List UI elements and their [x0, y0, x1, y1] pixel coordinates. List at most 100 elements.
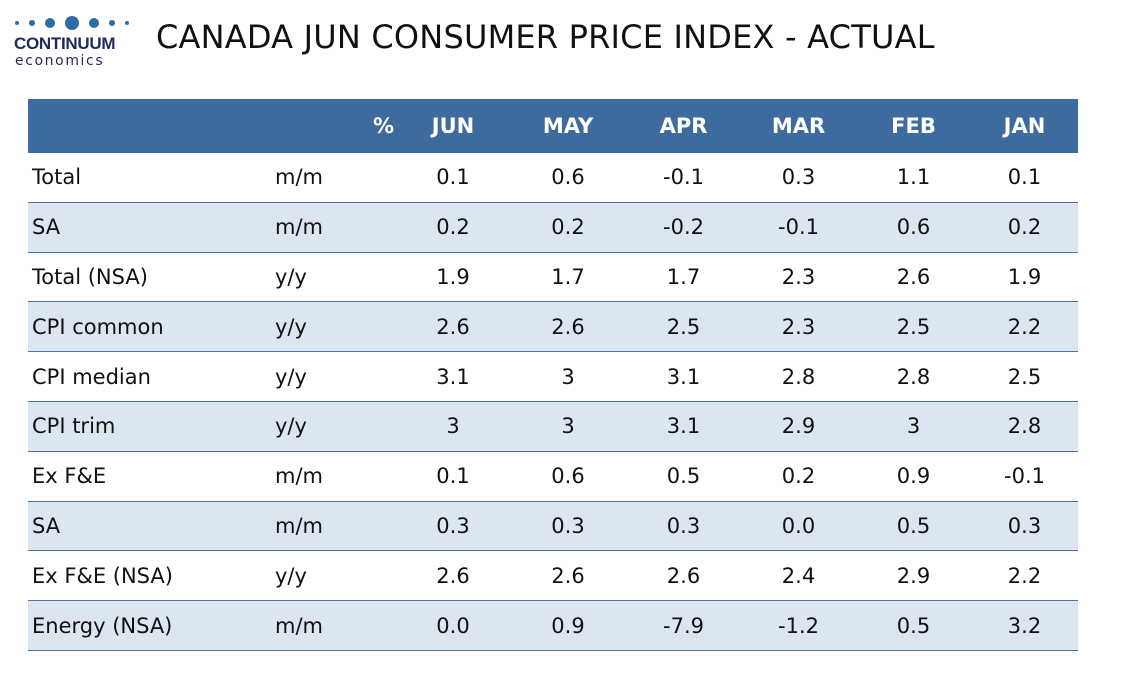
value-cell: 0.0	[741, 501, 856, 552]
row-label: Total	[28, 153, 273, 203]
value-cell: 2.2	[971, 550, 1078, 602]
row-unit: y/y	[273, 252, 396, 303]
row-label: Energy (NSA)	[28, 600, 273, 651]
row-unit: y/y	[273, 351, 396, 402]
row-unit: m/m	[273, 501, 396, 552]
value-cell: 2.6	[626, 550, 741, 602]
value-cell: 2.6	[396, 301, 510, 353]
value-cell: 3.1	[626, 401, 741, 452]
column-header-may: MAY	[510, 99, 626, 153]
logo-dot	[125, 21, 129, 25]
row-label: CPI trim	[28, 401, 273, 452]
value-cell: 0.2	[510, 202, 626, 253]
value-cell: 2.5	[626, 301, 741, 353]
value-cell: 0.3	[971, 501, 1078, 552]
row-unit: m/m	[273, 600, 396, 651]
value-cell: -0.1	[971, 451, 1078, 502]
value-cell: 0.9	[856, 451, 971, 502]
value-cell: 0.1	[971, 153, 1078, 203]
value-cell: 0.3	[626, 501, 741, 552]
value-cell: 0.0	[396, 600, 510, 651]
value-cell: 0.6	[510, 451, 626, 502]
table-body: Total m/m 0.1 0.6 -0.1 0.3 1.1 0.1 SA m/m 0.2 0.2 -0…	[28, 153, 1078, 651]
value-cell: 1.9	[396, 252, 510, 303]
cpi-table: % JUN MAY APR MAR FEB JAN Total m/m 0.1 0.6 -0.1 0.…	[28, 99, 1078, 651]
row-label: Ex F&E	[28, 451, 273, 502]
value-cell: 2.6	[510, 301, 626, 353]
table-row: CPI trim y/y 3 3 3.1 2.9 3 2.8	[28, 401, 1078, 452]
value-cell: 0.5	[626, 451, 741, 502]
table-row: Energy (NSA) m/m 0.0 0.9 -7.9 -1.2 0.5 3.2	[28, 600, 1078, 651]
column-header-jun: JUN	[396, 99, 510, 153]
value-cell: -0.2	[626, 202, 741, 253]
value-cell: 2.5	[971, 351, 1078, 402]
column-header-apr: APR	[626, 99, 741, 153]
row-unit: y/y	[273, 301, 396, 353]
table-row: SA m/m 0.2 0.2 -0.2 -0.1 0.6 0.2	[28, 202, 1078, 253]
value-cell: 0.1	[396, 153, 510, 203]
row-unit: y/y	[273, 401, 396, 452]
logo-subtitle: economics	[15, 53, 105, 69]
value-cell: 2.2	[971, 301, 1078, 353]
table-row: Ex F&E m/m 0.1 0.6 0.5 0.2 0.9 -0.1	[28, 451, 1078, 502]
row-label: SA	[28, 202, 273, 253]
value-cell: 0.1	[396, 451, 510, 502]
value-cell: 3.2	[971, 600, 1078, 651]
column-header-unit: %	[273, 99, 396, 153]
row-unit: m/m	[273, 153, 396, 203]
value-cell: 0.2	[971, 202, 1078, 253]
logo-dot	[109, 20, 115, 26]
value-cell: 2.3	[741, 252, 856, 303]
value-cell: 0.6	[510, 153, 626, 203]
value-cell: 2.4	[741, 550, 856, 602]
logo-name: CONTINUUM	[14, 34, 116, 53]
row-unit: m/m	[273, 451, 396, 502]
page-title: CANADA JUN CONSUMER PRICE INDEX - ACTUAL	[156, 18, 935, 56]
value-cell: 2.3	[741, 301, 856, 353]
column-header-jan: JAN	[971, 99, 1078, 153]
value-cell: -1.2	[741, 600, 856, 651]
value-cell: 2.8	[971, 401, 1078, 452]
value-cell: 1.7	[510, 252, 626, 303]
logo-dot	[29, 20, 35, 26]
logo-dots	[14, 14, 130, 32]
value-cell: 0.5	[856, 600, 971, 651]
value-cell: -7.9	[626, 600, 741, 651]
value-cell: 0.2	[396, 202, 510, 253]
table-row: CPI median y/y 3.1 3 3.1 2.8 2.8 2.5	[28, 351, 1078, 402]
column-header-feb: FEB	[856, 99, 971, 153]
value-cell: 1.1	[856, 153, 971, 203]
value-cell: 2.8	[856, 351, 971, 402]
value-cell: 2.6	[510, 550, 626, 602]
value-cell: 3	[396, 401, 510, 452]
value-cell: 3	[510, 351, 626, 402]
row-label: Total (NSA)	[28, 252, 273, 303]
table-header-row: % JUN MAY APR MAR FEB JAN	[28, 99, 1078, 153]
logo: CONTINUUM economics	[14, 14, 134, 76]
value-cell: 3.1	[626, 351, 741, 402]
logo-dot	[15, 21, 19, 25]
column-header-label	[28, 99, 273, 153]
logo-dot	[45, 18, 55, 28]
value-cell: 2.9	[741, 401, 856, 452]
value-cell: 2.6	[396, 550, 510, 602]
value-cell: 0.3	[510, 501, 626, 552]
value-cell: 0.6	[856, 202, 971, 253]
value-cell: 0.5	[856, 501, 971, 552]
row-label: CPI common	[28, 301, 273, 353]
value-cell: 3.1	[396, 351, 510, 402]
table-row: SA m/m 0.3 0.3 0.3 0.0 0.5 0.3	[28, 501, 1078, 552]
table-row: Total (NSA) y/y 1.9 1.7 1.7 2.3 2.6 1.9	[28, 252, 1078, 303]
row-label: CPI median	[28, 351, 273, 402]
value-cell: 0.9	[510, 600, 626, 651]
value-cell: 2.9	[856, 550, 971, 602]
logo-dot	[89, 18, 99, 28]
value-cell: 2.8	[741, 351, 856, 402]
value-cell: 3	[510, 401, 626, 452]
value-cell: -0.1	[626, 153, 741, 203]
row-label: Ex F&E (NSA)	[28, 550, 273, 602]
table-row: Total m/m 0.1 0.6 -0.1 0.3 1.1 0.1	[28, 153, 1078, 203]
table-row: Ex F&E (NSA) y/y 2.6 2.6 2.6 2.4 2.9 2.2	[28, 550, 1078, 602]
value-cell: 2.5	[856, 301, 971, 353]
value-cell: 0.3	[396, 501, 510, 552]
